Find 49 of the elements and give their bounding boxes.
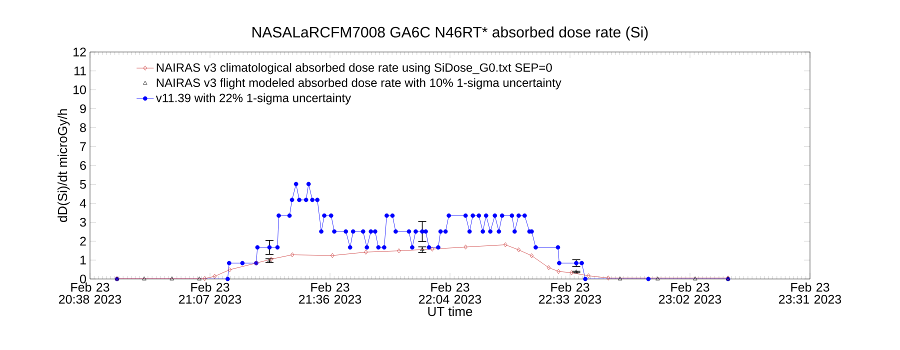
point (606, 276, 610, 280)
point (464, 244, 468, 250)
point (618, 276, 622, 280)
y-tick-label: 12 (74, 48, 86, 56)
point (586, 273, 590, 278)
point (570, 270, 574, 276)
point (516, 247, 521, 252)
point (330, 253, 334, 258)
point (693, 276, 698, 280)
x-axis-title: UT time (428, 306, 472, 316)
y-axis-title: dD(Si)/dt microGy/h (58, 109, 70, 222)
point (656, 276, 660, 280)
point (397, 248, 401, 254)
y-tick-label: 8 (80, 123, 86, 132)
point (202, 276, 207, 282)
point (212, 274, 217, 279)
point (290, 252, 294, 258)
x-tick-label: Feb 23 22:33 2023 (539, 282, 602, 304)
point (197, 276, 202, 280)
y-tick-label: 1 (80, 256, 86, 264)
point (504, 242, 508, 248)
y-tick-label: 4 (80, 199, 86, 208)
y-tick-label: 10 (74, 85, 86, 94)
chart-title: NASALaRCFM7008 GA6C N46RT* absorbed dose rate (Si) (252, 26, 648, 40)
x-tick-label: Feb 23 23:31 2023 (778, 282, 842, 304)
x-tick-label: Feb 23 22:04 2023 (419, 282, 482, 304)
y-tick-label: 7 (80, 142, 86, 151)
point (170, 276, 174, 280)
point (556, 269, 560, 274)
y-tick-label: 2 (80, 236, 86, 246)
point (364, 250, 368, 255)
legend-label: v11.39 with 22% 1-sigma uncertainty (156, 93, 352, 105)
point (228, 267, 232, 272)
legend-label: NAIRAS v3 climatological absorbed dose rate using SiDose_G0.txt SEP=0 (156, 63, 552, 74)
legend-label: NAIRAS v3 flight modeled absorbed dose rate with 10% 1-sigma uncertainty (156, 78, 562, 90)
y-tick-label: 11 (74, 66, 86, 76)
y-tick-label: 5 (80, 180, 86, 189)
x-tick-label: Feb 23 21:07 2023 (179, 282, 242, 304)
y-tick-label: 3 (80, 218, 86, 227)
x-tick-label: Feb 23 23:02 2023 (659, 282, 722, 304)
y-tick-label: 9 (80, 104, 86, 114)
y-tick-label: 6 (80, 161, 86, 170)
x-tick-label: Feb 23 21:36 2023 (299, 282, 362, 304)
y-tick-label: 0 (80, 274, 86, 284)
point (430, 246, 434, 252)
point (546, 265, 551, 270)
point (142, 276, 146, 280)
x-tick-label: Feb 23 20:38 2023 (59, 282, 122, 304)
point (530, 253, 534, 258)
